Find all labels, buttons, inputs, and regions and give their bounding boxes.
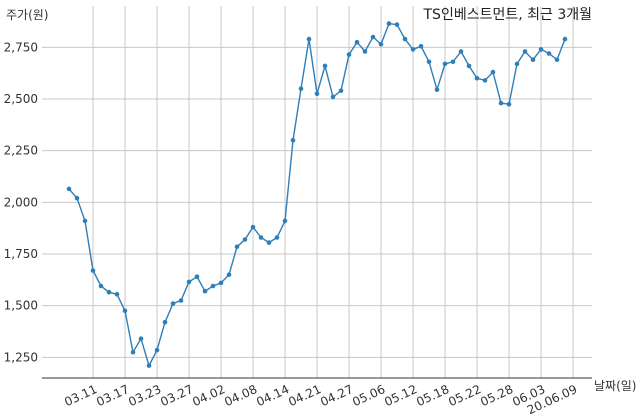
y-tick-label: 2,000 [4,195,38,209]
data-point [530,57,536,62]
x-tick-label: 05.06 [350,382,387,409]
data-point [394,22,400,27]
data-point [74,195,80,201]
data-point [514,61,520,67]
data-point [370,34,376,40]
data-point [450,59,456,65]
data-point [378,41,384,47]
data-point [482,78,488,83]
x-tick-label: 04.27 [318,382,355,409]
data-point [162,319,168,325]
data-point [410,47,416,52]
data-point [426,59,432,65]
data-point [554,57,560,62]
x-tick-label: 03.11 [62,382,99,409]
data-point [274,235,280,240]
data-point [466,63,472,69]
x-tick-label: 05.28 [478,382,515,409]
data-point [362,49,368,54]
data-point [234,244,240,250]
data-point [562,36,568,42]
data-point [330,94,336,100]
data-point [442,61,448,67]
data-point [106,289,112,295]
data-point [402,36,408,42]
x-tick-label: 04.08 [222,382,259,409]
x-axis-title: 날짜(일) [594,379,636,393]
data-point [538,47,544,52]
data-point [122,308,128,314]
data-point [178,298,184,303]
data-point [354,39,360,45]
x-tick-label: 03.17 [94,382,131,409]
data-point [114,292,120,297]
data-point [322,63,328,69]
data-point [82,218,88,224]
data-point [498,100,504,106]
data-point [186,279,192,285]
data-point [138,336,144,342]
data-point [522,49,528,54]
x-tick-label: 03.27 [158,382,195,409]
data-point [506,101,512,107]
data-point [218,280,224,286]
data-point [90,268,96,273]
x-tick-label: 05.22 [446,382,483,409]
data-point [490,69,496,75]
y-tick-label: 2,500 [4,92,38,106]
data-point [154,347,160,353]
price-series [66,21,568,368]
chart-title: TS인베스트먼트, 최근 3개월 [423,7,593,23]
data-point [314,91,320,97]
y-axis-title: 주가(원) [6,8,48,22]
grid-lines [42,6,592,378]
y-tick-labels: 1,250 1,500 1,750 2,000 2,250 2,500 2,750 [4,40,38,364]
data-point [66,186,72,192]
data-point [226,272,232,278]
data-point [130,349,136,355]
data-point [250,224,256,230]
data-point [298,86,304,91]
data-point [194,274,200,280]
y-tick-label: 1,750 [4,247,38,261]
x-tick-labels: 03.1103.1703.2303.2704.0204.0804.1404.21… [62,382,579,417]
data-point [202,288,208,294]
data-point [546,51,552,56]
data-point [434,87,440,92]
data-point [282,218,288,224]
data-point [474,76,480,81]
data-point [290,138,296,143]
y-tick-label: 1,500 [4,299,38,313]
y-tick-label: 2,750 [4,40,38,54]
data-point [306,36,312,42]
data-point [146,363,152,368]
data-point [242,237,248,242]
y-tick-label: 1,250 [4,350,38,364]
data-point [210,283,216,289]
data-point [266,240,272,245]
data-point [346,52,352,57]
x-tick-label: 03.23 [126,382,163,409]
data-point [170,301,176,306]
y-tick-label: 2,250 [4,144,38,158]
data-point [258,235,264,240]
x-tick-label: 05.12 [382,382,419,409]
x-tick-label: 05.18 [414,382,451,409]
data-point [338,88,344,93]
data-point [98,283,104,289]
data-point [418,44,424,49]
x-tick-label: 04.21 [286,382,323,409]
x-tick-label: 04.02 [190,382,227,409]
data-point [386,21,392,26]
x-tick-label: 04.14 [254,382,291,409]
data-point [458,49,464,54]
